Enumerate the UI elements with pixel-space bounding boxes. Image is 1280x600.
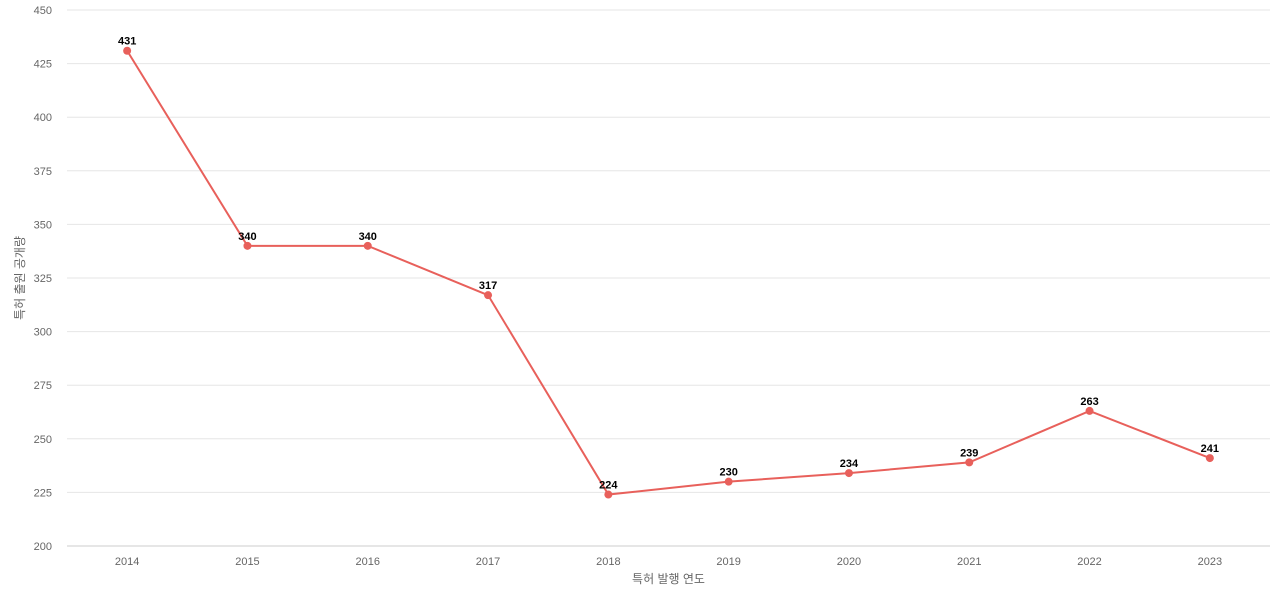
x-tick-label: 2014 xyxy=(115,556,139,568)
y-tick-label: 250 xyxy=(34,434,52,446)
data-label: 241 xyxy=(1201,443,1219,455)
data-point xyxy=(1085,406,1094,415)
x-tick-label: 2023 xyxy=(1198,556,1222,568)
data-point xyxy=(363,241,372,250)
y-tick-label: 225 xyxy=(34,487,52,499)
data-labels: 431 340 340 317 224 230 234 239 263 241 xyxy=(118,36,1219,492)
y-tick-label: 450 xyxy=(34,5,52,17)
y-tick-label: 275 xyxy=(34,380,52,392)
x-tick-label: 2018 xyxy=(596,556,620,568)
data-label: 317 xyxy=(479,280,497,292)
data-label: 340 xyxy=(359,231,377,243)
x-tick-label: 2019 xyxy=(716,556,740,568)
x-axis-ticks: 2014 2015 2016 2017 2018 2019 2020 2021 2022 2023 xyxy=(115,556,1222,568)
data-point xyxy=(123,46,132,55)
data-point xyxy=(965,458,974,467)
x-axis-title: 특허 발행 연도 xyxy=(632,571,705,586)
data-label: 340 xyxy=(238,231,256,243)
data-point xyxy=(484,291,493,300)
data-point xyxy=(604,490,613,499)
data-label: 263 xyxy=(1080,396,1098,408)
data-label: 234 xyxy=(840,458,859,470)
data-points xyxy=(123,46,1214,499)
y-tick-label: 375 xyxy=(34,166,52,178)
data-point xyxy=(243,241,252,250)
data-point xyxy=(724,477,733,486)
x-tick-label: 2016 xyxy=(356,556,380,568)
x-tick-label: 2021 xyxy=(957,556,981,568)
y-axis-ticks: 200 225 250 275 300 325 350 375 400 425 450 xyxy=(34,5,52,553)
y-tick-label: 400 xyxy=(34,112,52,124)
y-tick-label: 200 xyxy=(34,541,52,553)
data-label: 224 xyxy=(599,480,618,492)
data-point xyxy=(1205,454,1214,463)
y-tick-label: 300 xyxy=(34,327,52,339)
gridlines xyxy=(67,9,1270,547)
x-tick-label: 2022 xyxy=(1077,556,1101,568)
y-tick-label: 325 xyxy=(34,273,52,285)
data-point xyxy=(844,469,853,478)
series-line xyxy=(126,50,1211,496)
data-label: 431 xyxy=(118,36,136,48)
data-label: 230 xyxy=(719,467,737,479)
data-label: 239 xyxy=(960,447,978,459)
y-axis-title: 특허 출원 공개량 xyxy=(13,236,27,320)
y-tick-label: 425 xyxy=(34,59,52,71)
x-tick-label: 2015 xyxy=(235,556,259,568)
x-tick-label: 2020 xyxy=(837,556,861,568)
x-tick-label: 2017 xyxy=(476,556,500,568)
y-tick-label: 350 xyxy=(34,219,52,231)
